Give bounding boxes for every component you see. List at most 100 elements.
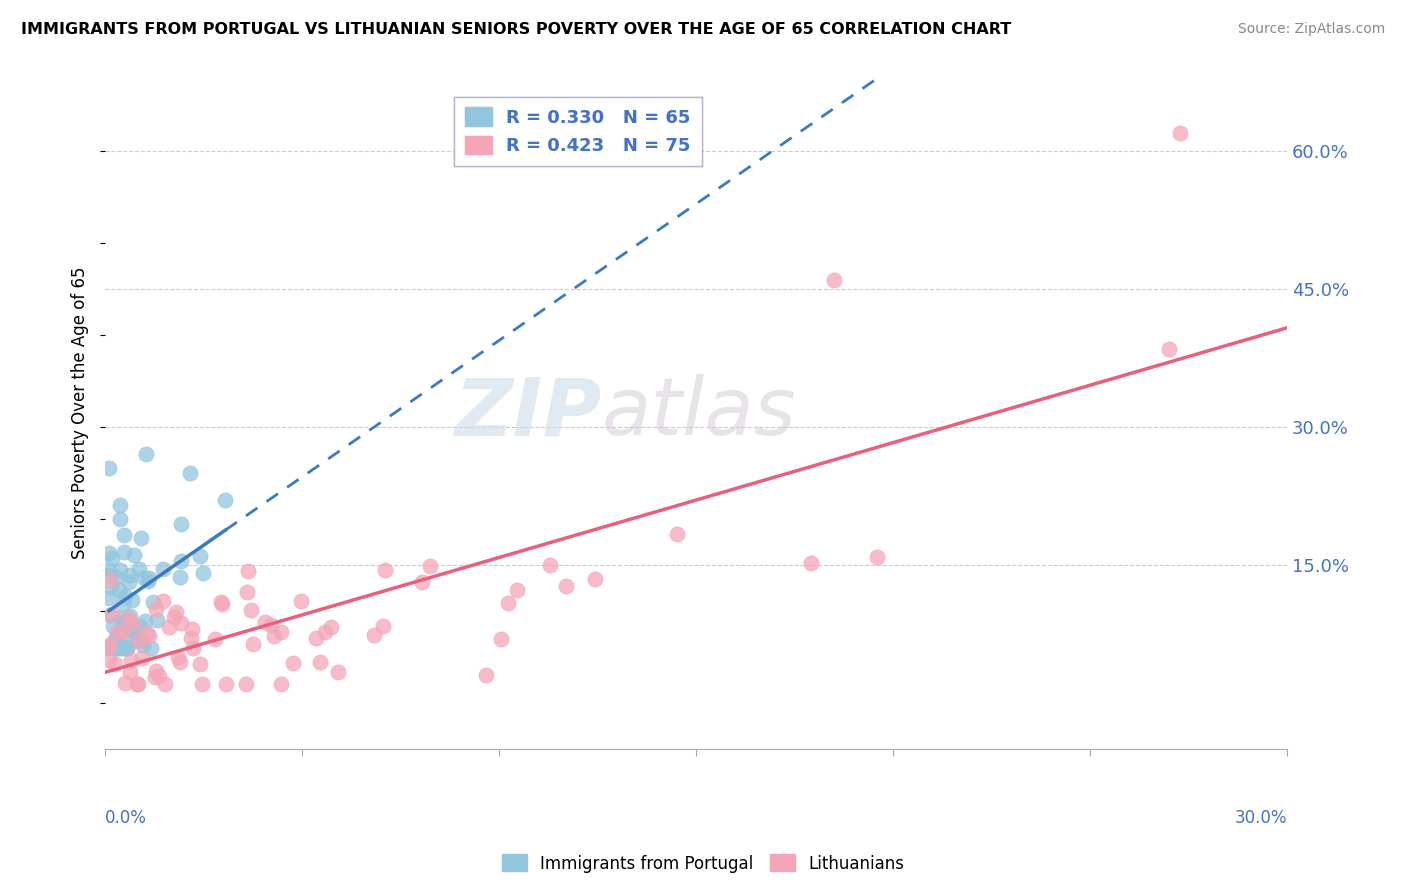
Point xyxy=(114,615,136,629)
Point xyxy=(489,632,512,646)
Point xyxy=(111,625,134,640)
Point xyxy=(181,622,204,636)
Point xyxy=(823,273,845,287)
Point xyxy=(188,549,211,564)
Point xyxy=(118,608,141,623)
Point xyxy=(215,677,238,691)
Point xyxy=(112,616,135,631)
Point xyxy=(122,622,145,636)
Point xyxy=(157,619,180,633)
Point xyxy=(270,624,292,639)
Point xyxy=(117,611,139,625)
Text: ZIP: ZIP xyxy=(454,374,602,452)
Point xyxy=(103,619,125,633)
Point xyxy=(111,623,134,637)
Point xyxy=(98,563,121,577)
Point xyxy=(114,640,136,655)
Point xyxy=(188,657,211,671)
Point xyxy=(411,574,433,589)
Point xyxy=(100,580,122,594)
Point xyxy=(117,632,139,646)
Point xyxy=(104,657,127,671)
Point xyxy=(132,639,155,653)
Point xyxy=(253,615,276,629)
Point xyxy=(169,655,191,669)
Point xyxy=(866,550,889,565)
Point xyxy=(111,640,134,655)
Point xyxy=(666,527,689,541)
Point xyxy=(193,566,215,581)
Point xyxy=(117,574,139,589)
Point xyxy=(214,493,236,508)
Point xyxy=(101,640,124,655)
Point xyxy=(371,619,394,633)
Point xyxy=(120,652,142,666)
Point xyxy=(98,640,121,655)
Point xyxy=(141,640,163,655)
Point xyxy=(98,640,121,655)
Point xyxy=(104,632,127,646)
Point xyxy=(181,641,204,656)
Point xyxy=(105,640,128,655)
Text: atlas: atlas xyxy=(602,374,796,452)
Point xyxy=(98,568,121,582)
Point xyxy=(169,570,191,584)
Point xyxy=(305,631,328,645)
Point xyxy=(170,616,193,631)
Point xyxy=(138,629,160,643)
Point xyxy=(211,597,233,611)
Point xyxy=(170,554,193,568)
Point xyxy=(108,582,131,597)
Point xyxy=(128,562,150,576)
Point xyxy=(135,448,157,462)
Point xyxy=(112,545,135,559)
Point xyxy=(583,572,606,586)
Point xyxy=(163,609,186,624)
Point xyxy=(98,638,121,652)
Point xyxy=(142,595,165,609)
Point xyxy=(236,564,259,578)
Point xyxy=(114,676,136,690)
Point xyxy=(108,640,131,655)
Point xyxy=(136,574,159,589)
Point xyxy=(98,461,121,475)
Point xyxy=(98,546,121,560)
Point xyxy=(108,563,131,577)
Point xyxy=(363,628,385,642)
Point xyxy=(108,511,131,525)
Point xyxy=(152,594,174,608)
Point xyxy=(98,607,121,622)
Point xyxy=(145,602,167,616)
Point xyxy=(115,640,138,655)
Point xyxy=(419,558,441,573)
Point xyxy=(374,562,396,576)
Point xyxy=(100,607,122,621)
Point xyxy=(134,614,156,628)
Point xyxy=(143,670,166,684)
Point xyxy=(1170,126,1192,140)
Point xyxy=(145,664,167,678)
Point xyxy=(131,650,153,665)
Legend: R = 0.330   N = 65, R = 0.423   N = 75: R = 0.330 N = 65, R = 0.423 N = 75 xyxy=(454,96,702,166)
Point xyxy=(104,640,127,655)
Point xyxy=(236,585,259,599)
Point xyxy=(114,589,136,603)
Legend: Immigrants from Portugal, Lithuanians: Immigrants from Portugal, Lithuanians xyxy=(495,847,911,880)
Text: 30.0%: 30.0% xyxy=(1234,808,1286,827)
Point xyxy=(191,677,214,691)
Point xyxy=(127,677,149,691)
Text: Source: ZipAtlas.com: Source: ZipAtlas.com xyxy=(1237,22,1385,37)
Point xyxy=(167,649,190,664)
Point xyxy=(152,562,174,576)
Point xyxy=(314,624,336,639)
Y-axis label: Seniors Poverty Over the Age of 65: Seniors Poverty Over the Age of 65 xyxy=(72,267,89,559)
Point xyxy=(122,548,145,562)
Point xyxy=(112,528,135,542)
Point xyxy=(263,629,285,643)
Point xyxy=(165,605,187,619)
Point xyxy=(209,595,232,609)
Point xyxy=(179,466,201,480)
Point xyxy=(538,558,561,572)
Point xyxy=(115,640,138,655)
Point xyxy=(129,633,152,648)
